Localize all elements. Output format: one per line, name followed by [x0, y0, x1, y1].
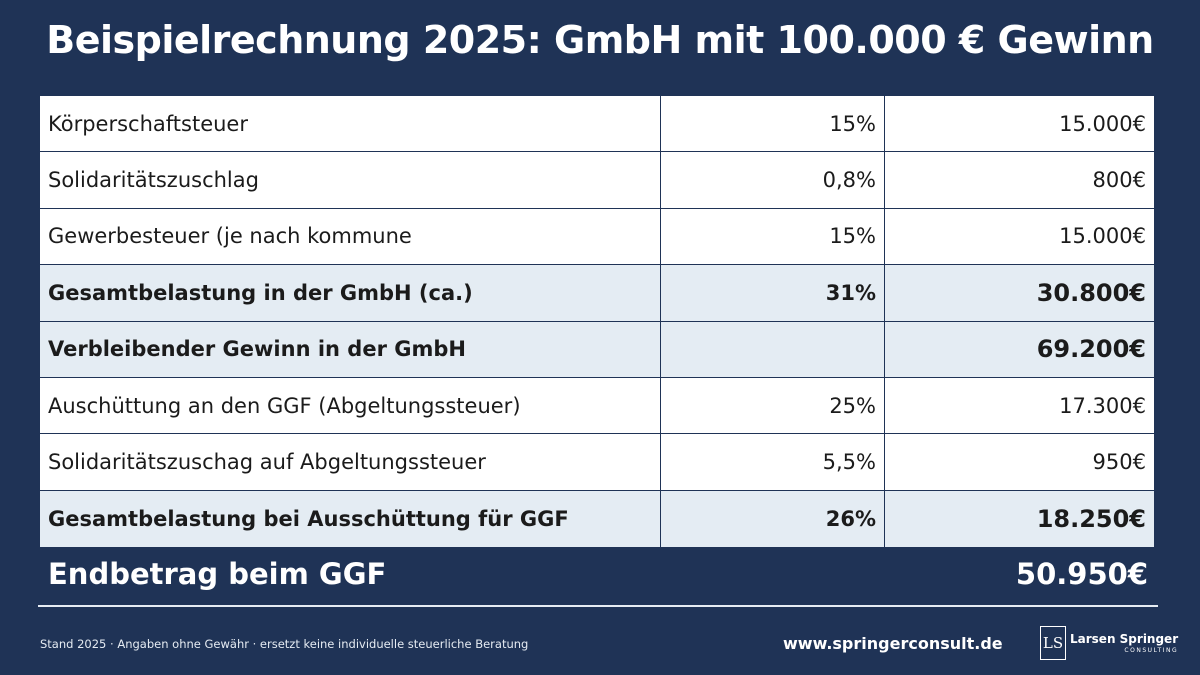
row-amount: 69.200€	[1036, 335, 1146, 364]
divider	[38, 605, 1158, 607]
row-rate: 25%	[661, 377, 885, 434]
logo-name: Larsen Springer	[1070, 631, 1179, 646]
row-label: Gesamtbelastung in der GmbH (ca.)	[40, 265, 661, 321]
row-amount: 950€	[1092, 450, 1146, 475]
table-row: Auschüttung an den GGF (Abgeltungssteuer…	[40, 377, 1154, 435]
logo-mark: LS	[1040, 626, 1066, 660]
row-rate	[661, 321, 885, 377]
total-amount: 50.950€	[1015, 557, 1148, 591]
row-rate: 15%	[661, 96, 885, 152]
tax-table: Körperschaftsteuer 15% 15.000€ Solidarit…	[40, 96, 1154, 548]
row-label: Auschüttung an den GGF (Abgeltungssteuer…	[40, 377, 661, 434]
disclaimer-note: Stand 2025 · Angaben ohne Gewähr · erset…	[40, 637, 529, 651]
website-link[interactable]: www.springerconsult.de	[783, 634, 1003, 653]
row-label: Solidaritätszuschlag	[40, 152, 661, 208]
logo-text: Larsen Springer CONSULTING	[1070, 632, 1178, 655]
row-label: Körperschaftsteuer	[40, 96, 661, 152]
table-row-subtotal: Gesamtbelastung in der GmbH (ca.) 31% 30…	[40, 265, 1154, 322]
row-label: Gesamtbelastung bei Ausschüttung für GGF	[40, 490, 661, 548]
total-label: Endbetrag beim GGF	[48, 557, 387, 591]
row-rate: 5,5%	[661, 434, 885, 490]
row-rate: 0,8%	[661, 152, 885, 208]
row-label: Solidaritätszuschag auf Abgeltungssteuer	[40, 434, 661, 490]
row-amount: 17.300€	[1059, 393, 1146, 418]
row-rate: 31%	[661, 265, 885, 321]
table-row: Gewerbesteuer (je nach kommune 15% 15.00…	[40, 208, 1154, 266]
company-logo: LS Larsen Springer CONSULTING	[1040, 626, 1178, 660]
row-amount: 800€	[1092, 168, 1146, 193]
row-label: Verbleibender Gewinn in der GmbH	[40, 321, 661, 377]
logo-subtitle: CONSULTING	[1124, 646, 1179, 654]
row-rate: 26%	[661, 490, 885, 548]
table-row-subtotal: Verbleibender Gewinn in der GmbH 69.200€	[40, 321, 1154, 378]
table-row: Solidaritätszuschag auf Abgeltungssteuer…	[40, 434, 1154, 491]
row-label: Gewerbesteuer (je nach kommune	[40, 208, 661, 265]
table-row: Solidaritätszuschlag 0,8% 800€	[40, 152, 1154, 209]
table-row-subtotal: Gesamtbelastung bei Ausschüttung für GGF…	[40, 490, 1154, 548]
row-amount: 18.250€	[1036, 504, 1146, 533]
row-amount: 30.800€	[1036, 278, 1146, 307]
final-total: Endbetrag beim GGF 50.950€	[48, 557, 1148, 591]
row-amount: 15.000€	[1059, 224, 1146, 249]
page-title: Beispielrechnung 2025: GmbH mit 100.000 …	[46, 18, 1154, 62]
row-rate: 15%	[661, 208, 885, 265]
table-row: Körperschaftsteuer 15% 15.000€	[40, 96, 1154, 153]
row-amount: 15.000€	[1059, 111, 1146, 136]
